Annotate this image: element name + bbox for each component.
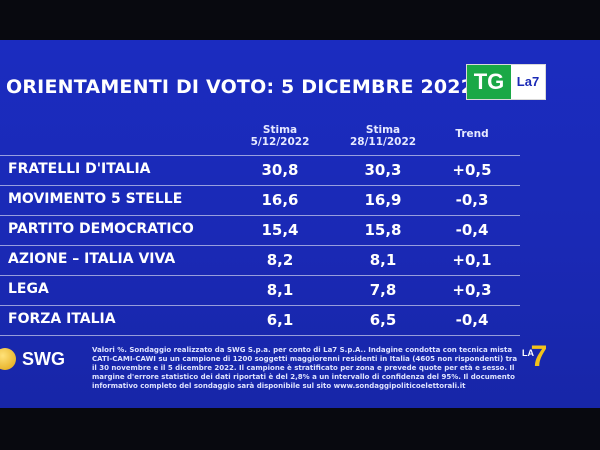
party-name: MOVIMENTO 5 STELLE	[8, 191, 183, 207]
stima-28-11-value: 30,3	[364, 161, 402, 179]
stima-28-11-value: 15,8	[364, 221, 402, 239]
logo-la7-text: La7	[511, 65, 545, 99]
trend-value: -0,4	[455, 221, 489, 239]
la7-corner-badge: LA 7	[522, 340, 556, 374]
la7-badge-mark: 7	[530, 340, 548, 373]
column-header-stima-5-12: Stima 5/12/2022	[235, 124, 325, 148]
column-header-line: 28/11/2022	[349, 136, 417, 148]
stima-5-12-value: 16,6	[261, 191, 299, 209]
trend-value: +0,5	[452, 161, 492, 179]
column-header-line: 5/12/2022	[250, 136, 310, 148]
tg-la7-logo: TG La7	[466, 64, 546, 100]
stima-5-12-value: 8,2	[266, 251, 294, 269]
stima-28-11-value: 16,9	[364, 191, 402, 209]
poll-table: FRATELLI D'ITALIA 30,8 30,3 +0,5 MOVIMENTO 5…	[0, 155, 520, 336]
table-row: MOVIMENTO 5 STELLE 16,6 16,9 -0,3	[0, 186, 520, 216]
trend-value: -0,4	[455, 311, 489, 329]
column-header-trend: Trend	[455, 128, 489, 140]
stima-28-11-value: 7,8	[369, 281, 397, 299]
column-header-line: Stima	[262, 124, 298, 136]
swg-logo-text: SWG	[22, 348, 65, 369]
la7-badge-label: LA	[522, 348, 534, 358]
trend-value: +0,3	[452, 281, 492, 299]
table-row: LEGA 8,1 7,8 +0,3	[0, 276, 520, 306]
table-row: FRATELLI D'ITALIA 30,8 30,3 +0,5	[0, 155, 520, 186]
party-name: LEGA	[8, 281, 49, 297]
stima-5-12-value: 15,4	[261, 221, 299, 239]
broadcast-screen: ORIENTAMENTI DI VOTO: 5 DICEMBRE 2022 TG…	[0, 40, 600, 408]
methodology-footnote: Valori %. Sondaggio realizzato da SWG S.…	[92, 346, 518, 390]
logo-tg-text: TG	[467, 65, 511, 99]
stima-28-11-value: 8,1	[369, 251, 397, 269]
table-row: PARTITO DEMOCRATICO 15,4 15,8 -0,4	[0, 216, 520, 246]
party-name: FRATELLI D'ITALIA	[8, 161, 151, 177]
stima-28-11-value: 6,5	[369, 311, 397, 329]
trend-value: -0,3	[455, 191, 489, 209]
column-header-line: Stima	[365, 124, 401, 136]
swg-logo: SWG	[0, 348, 65, 370]
stima-5-12-value: 6,1	[266, 311, 294, 329]
stima-5-12-value: 30,8	[261, 161, 299, 179]
trend-value: +0,1	[452, 251, 492, 269]
table-row: AZIONE – ITALIA VIVA 8,2 8,1 +0,1	[0, 246, 520, 276]
page-title: ORIENTAMENTI DI VOTO: 5 DICEMBRE 2022	[6, 76, 475, 98]
party-name: FORZA ITALIA	[8, 311, 116, 327]
stima-5-12-value: 8,1	[266, 281, 294, 299]
party-name: PARTITO DEMOCRATICO	[8, 221, 194, 237]
column-header-stima-28-11: Stima 28/11/2022	[338, 124, 428, 148]
party-name: AZIONE – ITALIA VIVA	[8, 251, 176, 267]
swg-ball-icon	[0, 348, 16, 370]
table-row: FORZA ITALIA 6,1 6,5 -0,4	[0, 306, 520, 336]
